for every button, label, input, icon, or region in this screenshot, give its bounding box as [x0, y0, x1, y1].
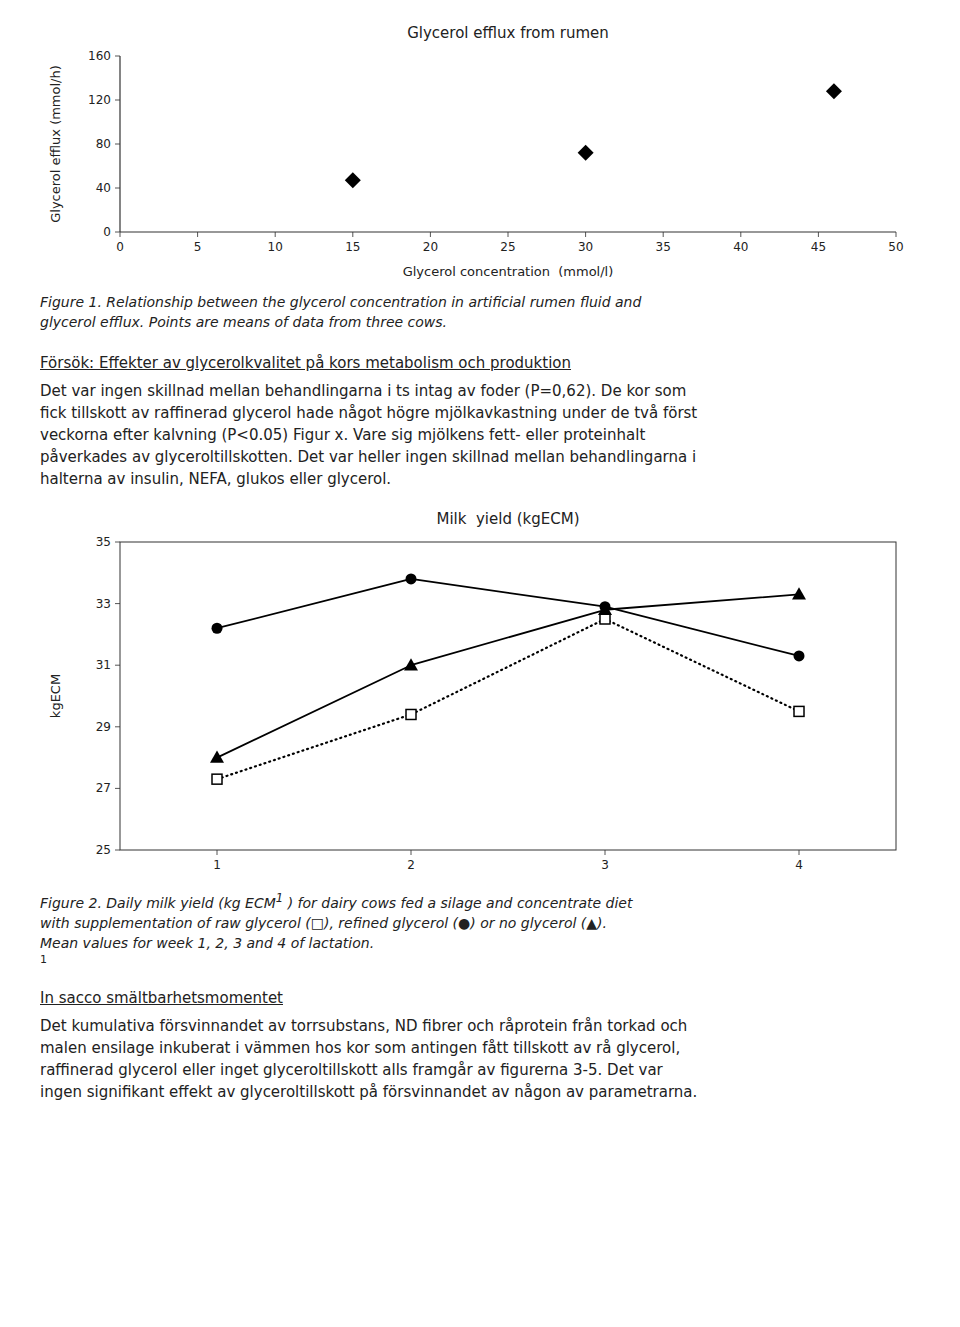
point [794, 706, 804, 716]
figure-caption: Figure 1. Relationship between the glyce… [40, 292, 920, 332]
axes: 0 5 10 15 20 25 30 35 40 45 50 0 40 80 120 160 [88, 49, 904, 254]
paragraph-text: Det var ingen skillnad mellan behandling… [40, 380, 920, 490]
tick [115, 542, 120, 543]
tick-label: 80 [96, 137, 111, 151]
page-body: {"chart_data": [ {"type": "scatter", "ti… [0, 0, 960, 1327]
point [406, 709, 416, 719]
tick-label: 30 [578, 240, 593, 254]
point [598, 603, 612, 615]
tick [799, 850, 800, 855]
tick [115, 232, 120, 233]
point [345, 172, 361, 188]
series [212, 614, 804, 784]
point [794, 650, 805, 661]
tick-label: 25 [96, 843, 111, 857]
paragraph-title: In sacco smältbarhetsmomentet [40, 989, 920, 1007]
tick-label: 120 [88, 93, 111, 107]
point [792, 587, 806, 599]
line [217, 579, 799, 656]
chart: Milk yield (kgECM) 1 2 3 4 25 27 29 31 33 35 kgECM [40, 504, 920, 884]
plot-area [210, 573, 806, 784]
tick-label: 31 [96, 658, 111, 672]
point [404, 658, 418, 670]
series [345, 83, 842, 188]
tick-label: 25 [500, 240, 515, 254]
x-axis [120, 231, 896, 232]
series [212, 573, 805, 661]
point [826, 83, 842, 99]
paragraph-title: Försök: Effekter av glycerolkvalitet på … [40, 354, 920, 372]
tick [115, 56, 120, 57]
tick-label: 40 [733, 240, 748, 254]
point [600, 614, 610, 624]
tick [430, 232, 431, 237]
tick-label: 20 [423, 240, 438, 254]
tick [217, 850, 218, 855]
tick-label: 4 [795, 858, 803, 872]
tick-label: 27 [96, 781, 111, 795]
tick-label: 0 [116, 240, 124, 254]
y-axis-label: kgECM [48, 674, 63, 718]
point [406, 573, 417, 584]
tick-label: 35 [96, 535, 111, 549]
tick-label: 15 [345, 240, 360, 254]
tick-label: 2 [407, 858, 415, 872]
tick [115, 788, 120, 789]
page: Glycerol efflux from rumen05101520253035… [0, 0, 960, 1103]
point [212, 774, 222, 784]
tick-label: 5 [194, 240, 202, 254]
tick [740, 232, 741, 237]
tick-label: 29 [96, 720, 111, 734]
tick [508, 232, 509, 237]
plot-area [345, 83, 842, 188]
caption-text: Figure 1. Relationship between the glyce… [40, 294, 641, 330]
tick [115, 188, 120, 189]
tick [663, 232, 664, 237]
line [217, 619, 799, 779]
point [210, 751, 224, 763]
tick [115, 144, 120, 145]
tick [818, 232, 819, 237]
tick-label: 45 [811, 240, 826, 254]
paragraph-text: Det kumulativa försvinnandet av torrsubs… [40, 1015, 920, 1103]
tick [115, 726, 120, 727]
tick [352, 232, 353, 237]
x-axis-label: Glycerol concentration (mmol/l) [403, 264, 614, 279]
tick-label: 0 [103, 225, 111, 239]
tick [896, 232, 897, 237]
tick [115, 603, 120, 604]
axes: 1 2 3 4 25 27 29 31 33 35 [96, 535, 896, 872]
footnote: 1 [40, 953, 920, 967]
tick [275, 232, 276, 237]
tick [115, 665, 120, 666]
tick-label: 33 [96, 597, 111, 611]
caption-superscript: 1 [276, 891, 283, 905]
tick-label: 10 [268, 240, 283, 254]
chart-title: Glycerol efflux from rumen [407, 24, 609, 42]
tick [115, 100, 120, 101]
tick [115, 850, 120, 851]
point [212, 623, 223, 634]
tick [411, 850, 412, 855]
line [217, 594, 799, 757]
tick [585, 232, 586, 237]
tick-label: 40 [96, 181, 111, 195]
plot-frame [120, 542, 896, 850]
tick-label: 35 [656, 240, 671, 254]
chart-title: Milk yield (kgECM) [436, 510, 579, 528]
series [210, 587, 806, 762]
tick-label: 1 [213, 858, 221, 872]
y-axis [119, 56, 120, 232]
tick [605, 850, 606, 855]
chart: Glycerol efflux from rumen 0 5 10 15 20 25 30 35… [40, 18, 920, 288]
figure-caption: Figure 2. Daily milk yield (kg ECM1 ) fo… [40, 888, 920, 953]
point [578, 145, 594, 161]
tick [120, 232, 121, 237]
tick-label: 160 [88, 49, 111, 63]
y-axis-label: Glycerol efflux (mmol/h) [48, 65, 63, 223]
tick [197, 232, 198, 237]
tick-label: 3 [601, 858, 609, 872]
tick-label: 50 [888, 240, 903, 254]
caption-text: Figure 2. Daily milk yield (kg ECM [40, 895, 276, 911]
